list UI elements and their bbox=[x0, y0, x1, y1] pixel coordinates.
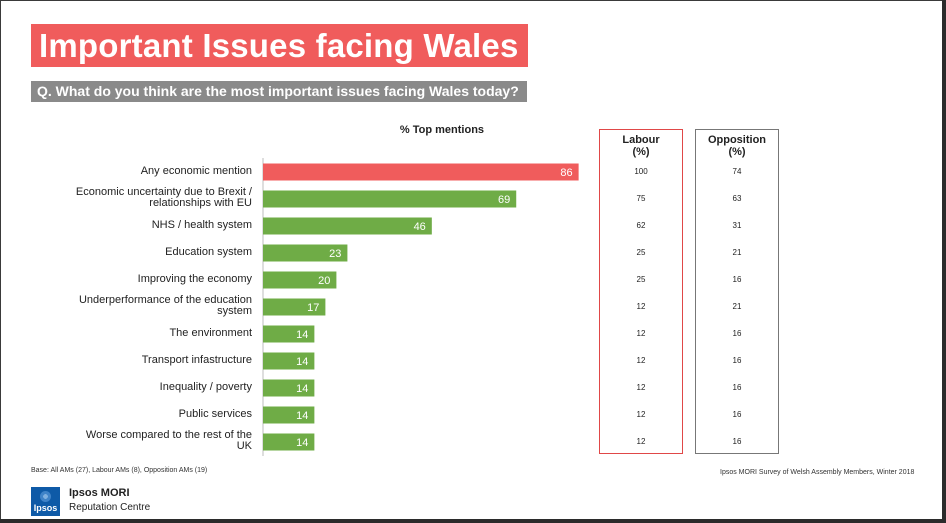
bar-value-label: 14 bbox=[296, 410, 308, 422]
bar-value-label: 14 bbox=[296, 437, 308, 449]
bar-value-label: 14 bbox=[296, 329, 308, 341]
category-label: Economic uncertainty due to Brexit / rela… bbox=[32, 187, 252, 209]
labour-value: 12 bbox=[636, 302, 646, 311]
logo-wordmark: Ipsos bbox=[33, 503, 58, 513]
category-label: The environment bbox=[32, 326, 252, 339]
bar-8 bbox=[263, 379, 315, 397]
opposition-value: 31 bbox=[732, 221, 742, 230]
category-label-line: Improving the economy bbox=[137, 272, 252, 285]
bar-value-label: 23 bbox=[329, 248, 341, 260]
opposition-value: 16 bbox=[732, 383, 742, 392]
category-label-line: relationships with EU bbox=[149, 197, 252, 209]
opposition-value: 21 bbox=[732, 248, 742, 257]
labour-column: Labour (%) bbox=[599, 129, 683, 454]
labour-value: 25 bbox=[636, 275, 646, 284]
category-label: Any economic mention bbox=[32, 164, 252, 177]
bar-value-label: 46 bbox=[414, 221, 426, 233]
bar-1 bbox=[263, 190, 517, 208]
category-label-line: system bbox=[217, 305, 252, 317]
category-label: Improving the economy bbox=[32, 272, 252, 285]
bar-4 bbox=[263, 271, 337, 289]
labour-value: 25 bbox=[636, 248, 646, 257]
bar-5 bbox=[263, 298, 326, 316]
bar-6 bbox=[263, 325, 315, 343]
bar-value-label: 69 bbox=[498, 194, 510, 206]
bar-2 bbox=[263, 217, 432, 235]
labour-unit: (%) bbox=[632, 146, 650, 158]
ipsos-logo: Ipsos bbox=[31, 487, 60, 516]
category-label-line: Worse compared to the rest of the bbox=[85, 429, 252, 441]
labour-value: 12 bbox=[636, 437, 646, 446]
category-label: Inequality / poverty bbox=[32, 380, 252, 393]
labour-value: 62 bbox=[636, 221, 646, 230]
category-label-line: Public services bbox=[178, 407, 252, 420]
bar-value-label: 20 bbox=[318, 275, 330, 287]
category-label-line: Any economic mention bbox=[140, 164, 252, 177]
category-label-line: The environment bbox=[169, 326, 252, 339]
labour-value: 12 bbox=[636, 356, 646, 365]
category-label: Underperformance of the education system bbox=[32, 295, 252, 317]
category-label-line: Inequality / poverty bbox=[159, 380, 252, 393]
bar-value-label: 14 bbox=[296, 356, 308, 368]
slide-shadow-bottom bbox=[0, 519, 946, 523]
bar-0 bbox=[263, 163, 579, 181]
brand-name: Ipsos MORI bbox=[69, 487, 130, 499]
chart-title: % Top mentions bbox=[399, 124, 485, 136]
question-banner: Q. What do you think are the most import… bbox=[31, 81, 527, 102]
opposition-title: Opposition bbox=[707, 134, 767, 146]
category-label: Public services bbox=[32, 407, 252, 420]
opposition-value: 63 bbox=[732, 194, 742, 203]
category-label-line: Underperformance of the education bbox=[78, 294, 252, 306]
brand-subtitle: Reputation Centre bbox=[69, 502, 151, 513]
labour-value: 100 bbox=[634, 167, 648, 176]
labour-value: 75 bbox=[636, 194, 646, 203]
category-label-line: Education system bbox=[165, 245, 252, 258]
bar-value-label: 14 bbox=[296, 383, 308, 395]
bar-value-label: 86 bbox=[560, 167, 572, 179]
labour-header: Labour (%) bbox=[600, 134, 682, 158]
labour-value: 12 bbox=[636, 383, 646, 392]
category-label-line: UK bbox=[236, 440, 252, 452]
bar-9 bbox=[263, 406, 315, 424]
source-note: Ipsos MORI Survey of Welsh Assembly Memb… bbox=[720, 469, 915, 476]
bar-10 bbox=[263, 433, 315, 451]
base-note: Base: All AMs (27), Labour AMs (8), Oppo… bbox=[31, 467, 208, 474]
bar-7 bbox=[263, 352, 315, 370]
opposition-value: 21 bbox=[732, 302, 742, 311]
category-label: Transport infastructure bbox=[32, 353, 252, 366]
opposition-header: Opposition (%) bbox=[696, 134, 778, 158]
opposition-value: 16 bbox=[732, 437, 742, 446]
labour-title: Labour bbox=[622, 134, 660, 146]
category-label-line: Economic uncertainty due to Brexit / bbox=[75, 186, 252, 198]
bar-value-label: 17 bbox=[307, 302, 319, 314]
category-label: Worse compared to the rest of the UK bbox=[32, 430, 252, 452]
labour-value: 12 bbox=[636, 410, 646, 419]
category-label: Education system bbox=[32, 245, 252, 258]
slide-shadow-right bbox=[942, 0, 946, 523]
opposition-unit: (%) bbox=[728, 146, 746, 158]
category-label-line: NHS / health system bbox=[151, 218, 252, 231]
opposition-value: 74 bbox=[732, 167, 742, 176]
bar-3 bbox=[263, 244, 348, 262]
opposition-value: 16 bbox=[732, 356, 742, 365]
logo-globe-icon bbox=[40, 491, 51, 502]
category-label: NHS / health system bbox=[32, 218, 252, 231]
labour-value: 12 bbox=[636, 329, 646, 338]
slide-title: Important Issues facing Wales bbox=[31, 24, 528, 67]
opposition-column: Opposition (%) bbox=[695, 129, 779, 454]
opposition-value: 16 bbox=[732, 410, 742, 419]
category-label-line: Transport infastructure bbox=[141, 353, 252, 366]
opposition-value: 16 bbox=[732, 329, 742, 338]
opposition-value: 16 bbox=[732, 275, 742, 284]
